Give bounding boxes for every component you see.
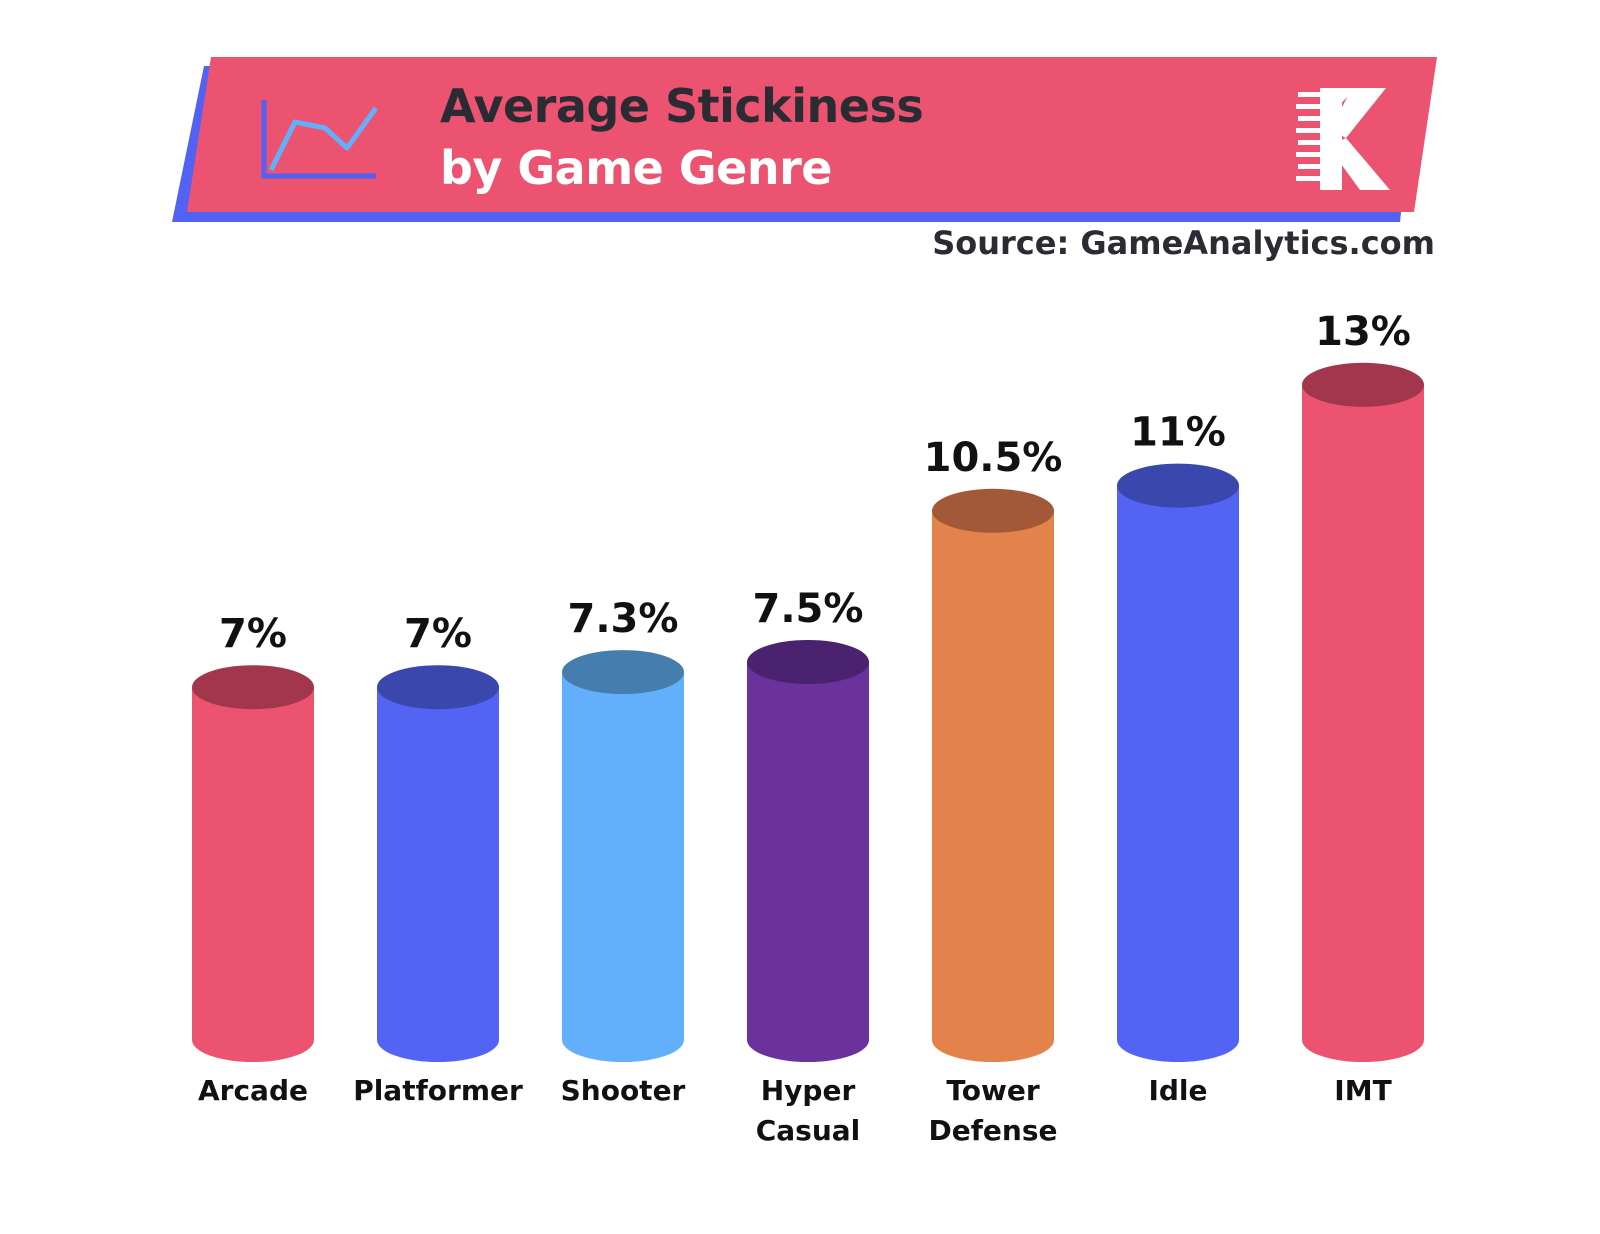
value-label: 7%	[219, 611, 287, 657]
bar-tower-defense: 10.5% Tower Defense	[924, 435, 1063, 1147]
bar-body	[1302, 384, 1424, 1062]
category-label: IMT	[1334, 1074, 1391, 1107]
value-label: 7.5%	[753, 586, 864, 632]
value-label: 10.5%	[924, 435, 1063, 481]
bar-arcade: 7% Arcade	[192, 611, 314, 1107]
chart-title-line-2: by Game Genre	[440, 141, 832, 195]
line-chart-icon	[261, 100, 379, 179]
category-label: Platformer	[353, 1074, 523, 1107]
bar-body	[192, 687, 314, 1062]
value-label: 7%	[404, 611, 472, 657]
category-label: Casual	[756, 1114, 861, 1147]
bar-shooter: 7.3% Shooter	[561, 596, 686, 1107]
header-banner	[172, 57, 1437, 222]
bar-body	[747, 662, 869, 1062]
value-label: 7.3%	[568, 596, 679, 642]
bar-body	[562, 672, 684, 1062]
bar-body	[377, 687, 499, 1062]
bar-top	[1117, 463, 1239, 508]
bar-top	[747, 640, 869, 684]
bar-platformer: 7% Platformer	[353, 611, 523, 1107]
bar-top	[192, 665, 314, 710]
category-label: Hyper	[761, 1074, 856, 1107]
bar-top	[1302, 362, 1424, 407]
bar-top	[932, 488, 1054, 533]
bar-body	[932, 510, 1054, 1062]
bar-top	[562, 650, 684, 695]
value-label: 11%	[1130, 410, 1226, 456]
k-logo	[1296, 88, 1390, 190]
bar-imt: 13% IMT	[1302, 309, 1424, 1107]
bar-idle: 11% Idle	[1117, 410, 1239, 1107]
category-label: Arcade	[198, 1074, 308, 1107]
category-label: Idle	[1148, 1074, 1207, 1107]
bar-body	[1117, 485, 1239, 1063]
banner-body	[187, 57, 1437, 212]
source-credit: Source: GameAnalytics.com	[932, 224, 1435, 262]
category-label: Shooter	[561, 1074, 686, 1107]
category-label: Defense	[929, 1114, 1058, 1147]
bar-hyper-casual: 7.5% Hyper Casual	[747, 586, 869, 1147]
chart-title-line-1: Average Stickiness	[440, 79, 924, 133]
category-label: Tower	[946, 1074, 1039, 1107]
value-label: 13%	[1315, 309, 1411, 355]
bar-top	[377, 665, 499, 710]
